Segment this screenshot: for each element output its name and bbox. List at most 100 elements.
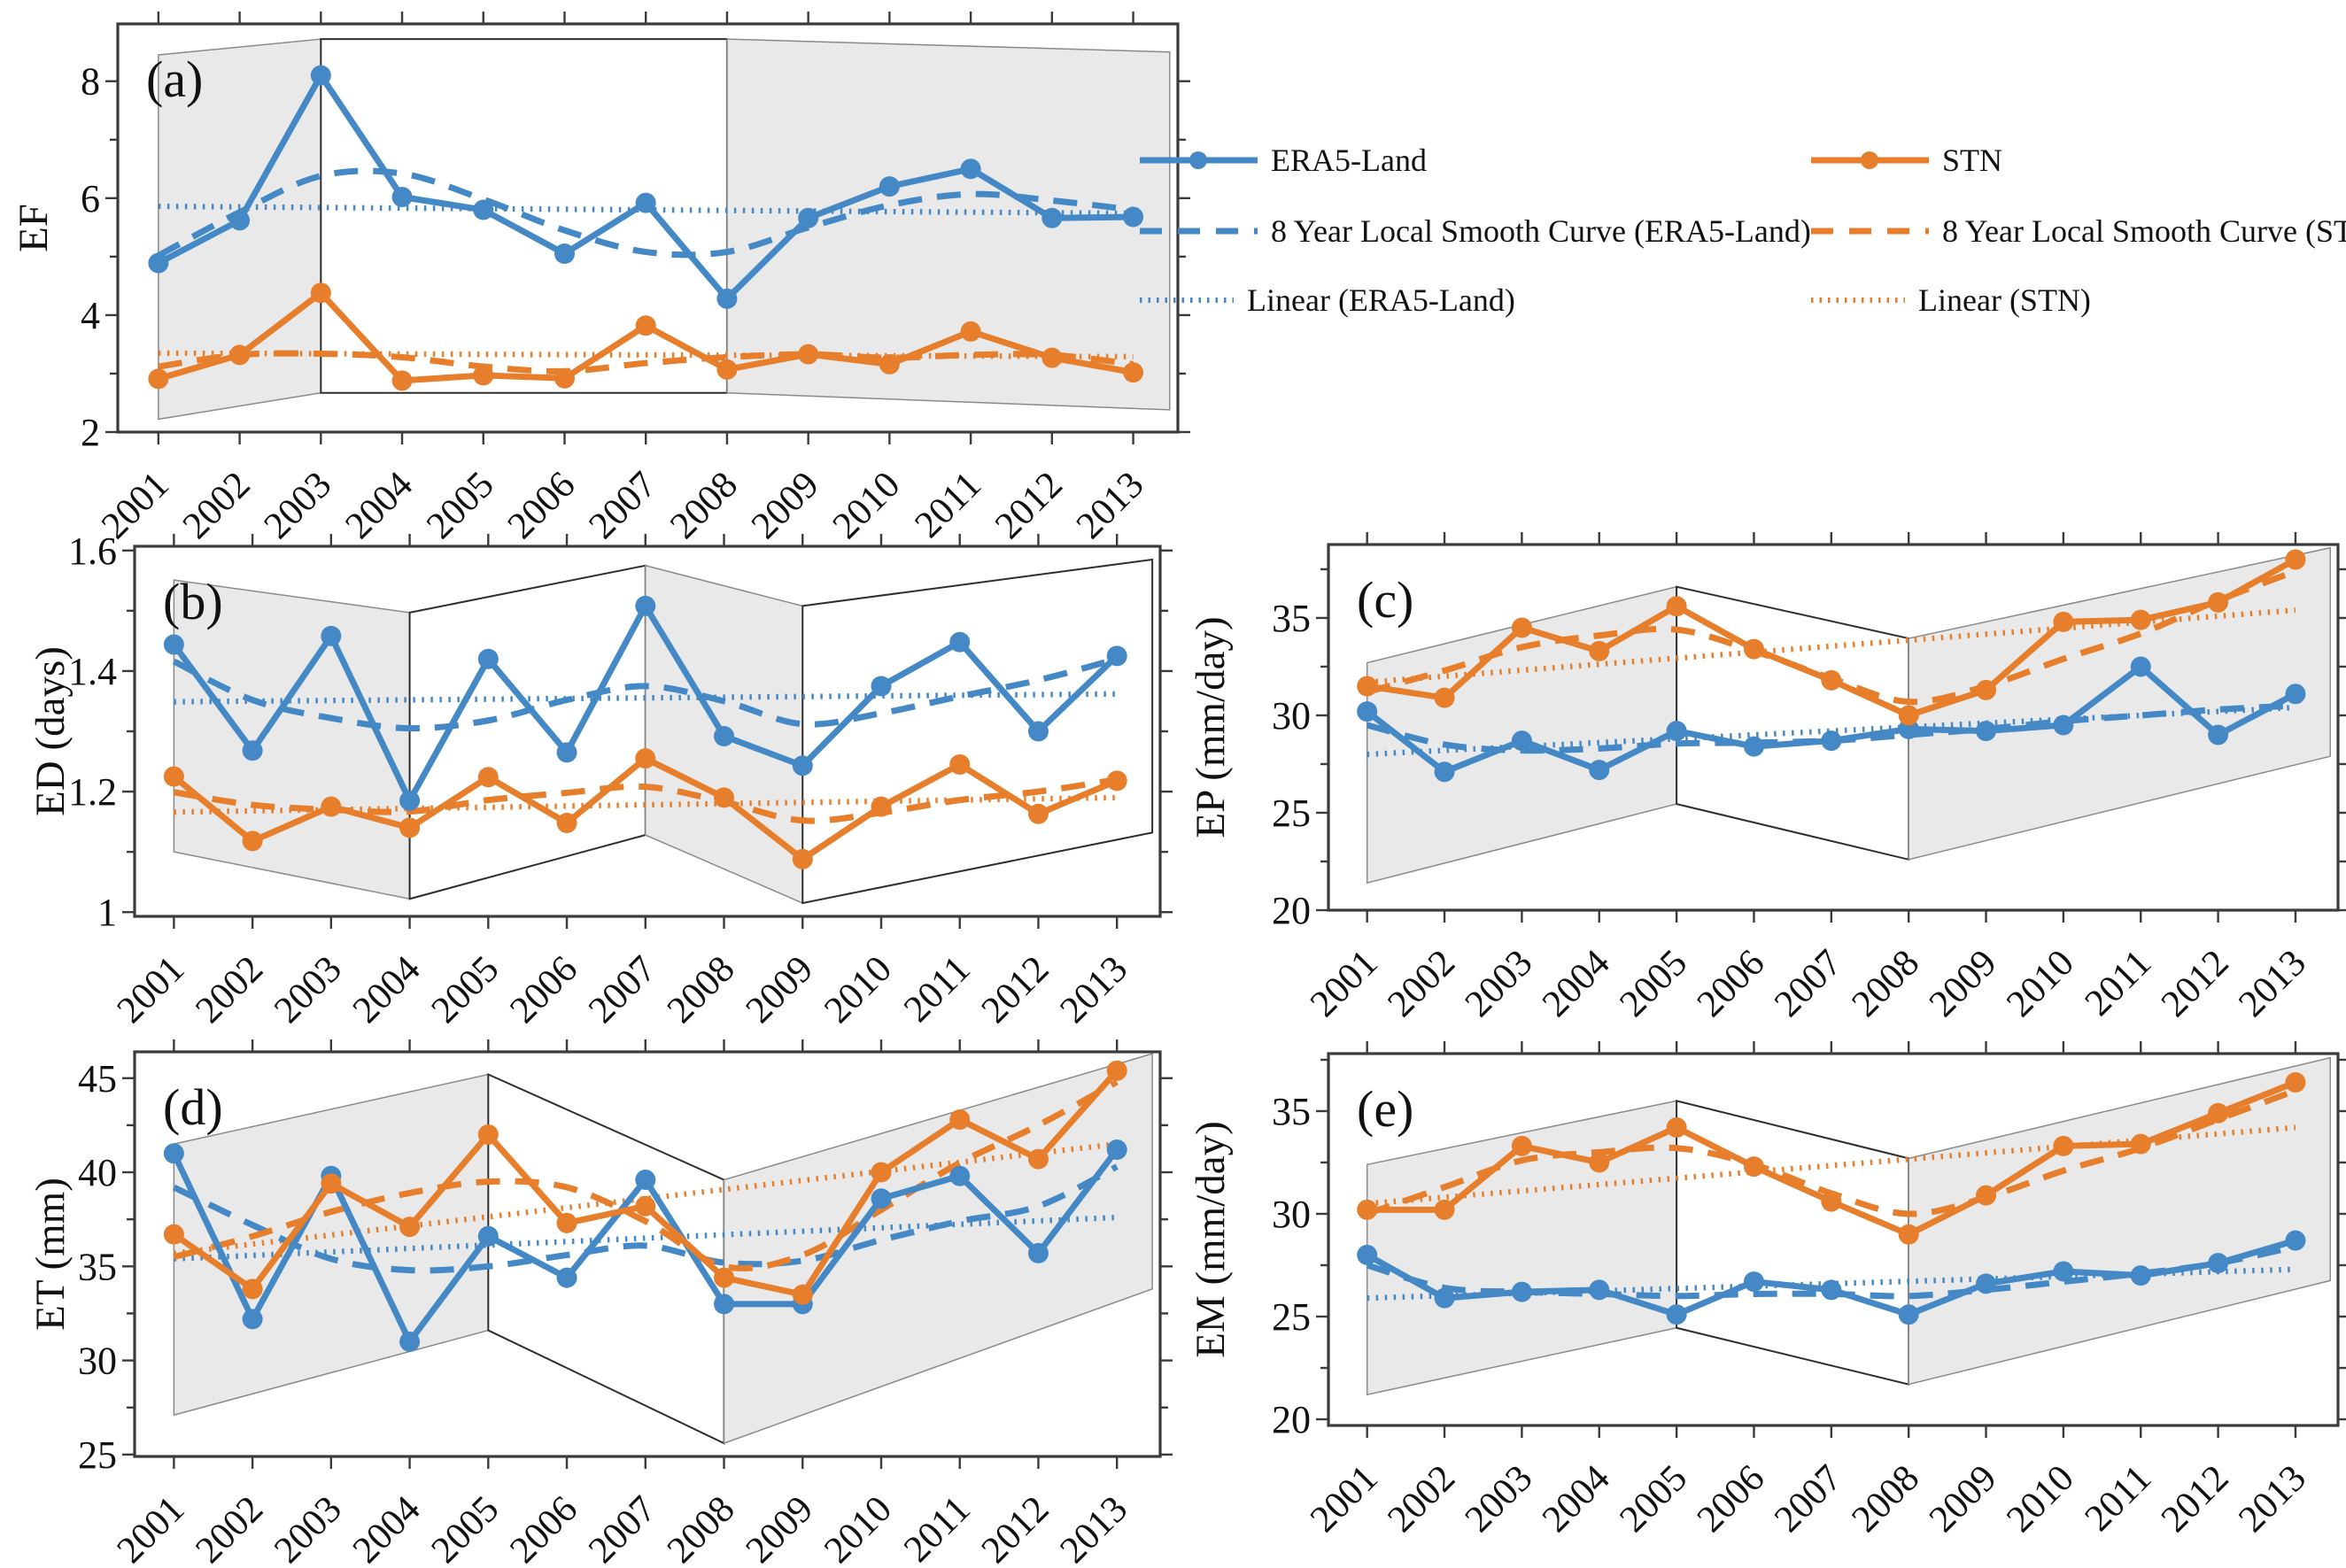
stn-marker <box>1041 347 1063 368</box>
stn-marker <box>310 282 331 304</box>
x-tick-label: 2005 <box>419 464 502 547</box>
era5-land-marker <box>1743 1271 1764 1293</box>
stn-marker <box>635 315 656 336</box>
y-axis-label: EM (mm/day) <box>1188 1121 1234 1358</box>
stn-marker <box>2285 549 2306 570</box>
stn-marker <box>148 368 169 390</box>
y-tick-label: 4 <box>81 294 100 337</box>
stn-marker <box>879 353 900 375</box>
legend-label: ERA5-Land <box>1271 143 1427 178</box>
x-tick-label: 2010 <box>1999 1457 2082 1541</box>
stn-marker <box>2285 1071 2306 1093</box>
legend-label: Linear (STN) <box>1918 282 2091 318</box>
era5-land-marker <box>2208 724 2229 745</box>
x-tick-label: 2007 <box>1767 1457 1850 1541</box>
stn-marker <box>1106 770 1127 792</box>
panel-tag: (e) <box>1357 1080 1413 1138</box>
era5-land-marker <box>2285 1230 2306 1251</box>
x-tick-label: 2010 <box>825 464 908 547</box>
stn-marker <box>792 1284 813 1305</box>
stn-marker <box>1898 1224 1919 1245</box>
era5-land-marker <box>148 252 169 274</box>
stn-marker <box>1898 705 1919 726</box>
axis-ticks <box>122 534 1173 929</box>
dashed-line-icon <box>1811 228 1929 235</box>
stn-marker <box>477 767 499 788</box>
era5-land-smooth-curve <box>172 1163 1119 1274</box>
era5-land-marker <box>556 1267 577 1288</box>
stn-marker <box>1434 1199 1455 1220</box>
y-tick-label: 30 <box>78 1340 117 1383</box>
legend-item-era5-linear: Linear (ERA5-Land) <box>1138 278 1515 322</box>
x-tick-label: 2008 <box>1844 942 1927 1025</box>
x-tick-label: 2003 <box>267 1488 350 1568</box>
legend-label: Linear (ERA5-Land) <box>1247 282 1515 318</box>
stn-marker <box>1357 676 1378 697</box>
stn-marker <box>2053 1135 2074 1156</box>
y-tick-label: 20 <box>1272 1398 1311 1441</box>
stn-marker <box>2208 591 2229 613</box>
stn-marker <box>714 1267 735 1288</box>
y-tick-label: 25 <box>1272 792 1311 835</box>
dotted-line-icon <box>1811 297 1905 303</box>
era5-land-marker <box>1666 721 1687 742</box>
x-tick-label: 2012 <box>973 1488 1057 1568</box>
era5-land-marker <box>871 1188 892 1209</box>
era5-land-marker <box>321 625 342 646</box>
x-tick-label: 2009 <box>1922 942 2005 1025</box>
x-tick-label: 2012 <box>973 948 1057 1031</box>
x-tick-label: 2003 <box>1457 1457 1540 1541</box>
x-tick-label: 2001 <box>1303 942 1386 1025</box>
era5-land-marker <box>1589 1279 1610 1301</box>
era5-land-marker <box>391 186 413 207</box>
era5-land-marker <box>2130 656 2151 677</box>
stn-marker <box>960 321 981 342</box>
era5-land-marker <box>477 648 499 669</box>
stn-marker <box>556 1212 577 1233</box>
stn-marker <box>1511 617 1532 638</box>
y-tick-label: 30 <box>1272 694 1311 738</box>
era5-land-marker <box>792 755 813 776</box>
plot-frame <box>1327 543 2340 912</box>
x-tick-label: 2013 <box>1069 464 1152 547</box>
x-tick-label: 2001 <box>109 948 192 1031</box>
era5-land-marker <box>2053 714 2074 736</box>
era5-land-marker <box>1357 1244 1378 1265</box>
x-tick-label: 2006 <box>502 1488 585 1568</box>
panel-tag: (b) <box>163 573 223 630</box>
x-tick-label: 2011 <box>2077 1457 2159 1540</box>
x-tick-label: 2012 <box>2154 942 2237 1025</box>
stn-marker <box>798 344 819 365</box>
y-axis-label: ED (days) <box>27 646 74 816</box>
era5-land-marker <box>399 1331 421 1352</box>
stn-marker <box>1976 1185 1997 1206</box>
x-tick-label: 2005 <box>423 948 507 1031</box>
legend-item-era5-smooth: 8 Year Local Smooth Curve (ERA5-Land) <box>1138 209 1811 253</box>
stn-marker <box>1357 1199 1378 1220</box>
x-tick-label: 2006 <box>1689 1457 1772 1541</box>
panel-b: 2001200220032004200520062007200820092010… <box>27 529 1173 1031</box>
ribbon <box>158 38 1171 421</box>
era5-land-marker <box>2130 1265 2151 1286</box>
y-tick-label: 1 <box>97 891 117 934</box>
x-tick-label: 2013 <box>2231 942 2314 1025</box>
x-tick-label: 2007 <box>1767 942 1850 1025</box>
series <box>1357 1071 2306 1325</box>
x-tick-label: 2003 <box>256 464 339 547</box>
stn-marker <box>792 848 813 869</box>
x-tick-label: 2005 <box>1612 942 1695 1025</box>
panel-tag: (c) <box>1357 571 1413 629</box>
era5-land-marker <box>1821 1279 1842 1301</box>
stn-marker <box>242 1278 263 1300</box>
stn-marker <box>1743 1156 1764 1178</box>
y-tick-label: 1.6 <box>68 529 117 573</box>
era5-land-marker <box>242 1309 263 1330</box>
x-tick-label: 2003 <box>1457 942 1540 1025</box>
ribbon-segment-gray <box>723 1053 1153 1445</box>
era5-land-marker <box>1434 761 1455 783</box>
era5-land-marker <box>949 1165 971 1186</box>
legend-item-stn: STN <box>1809 138 2002 182</box>
era5-land-marker <box>1027 1242 1049 1263</box>
x-tick-label: 2004 <box>1535 942 1618 1025</box>
x-tick-label: 2007 <box>581 1488 664 1568</box>
